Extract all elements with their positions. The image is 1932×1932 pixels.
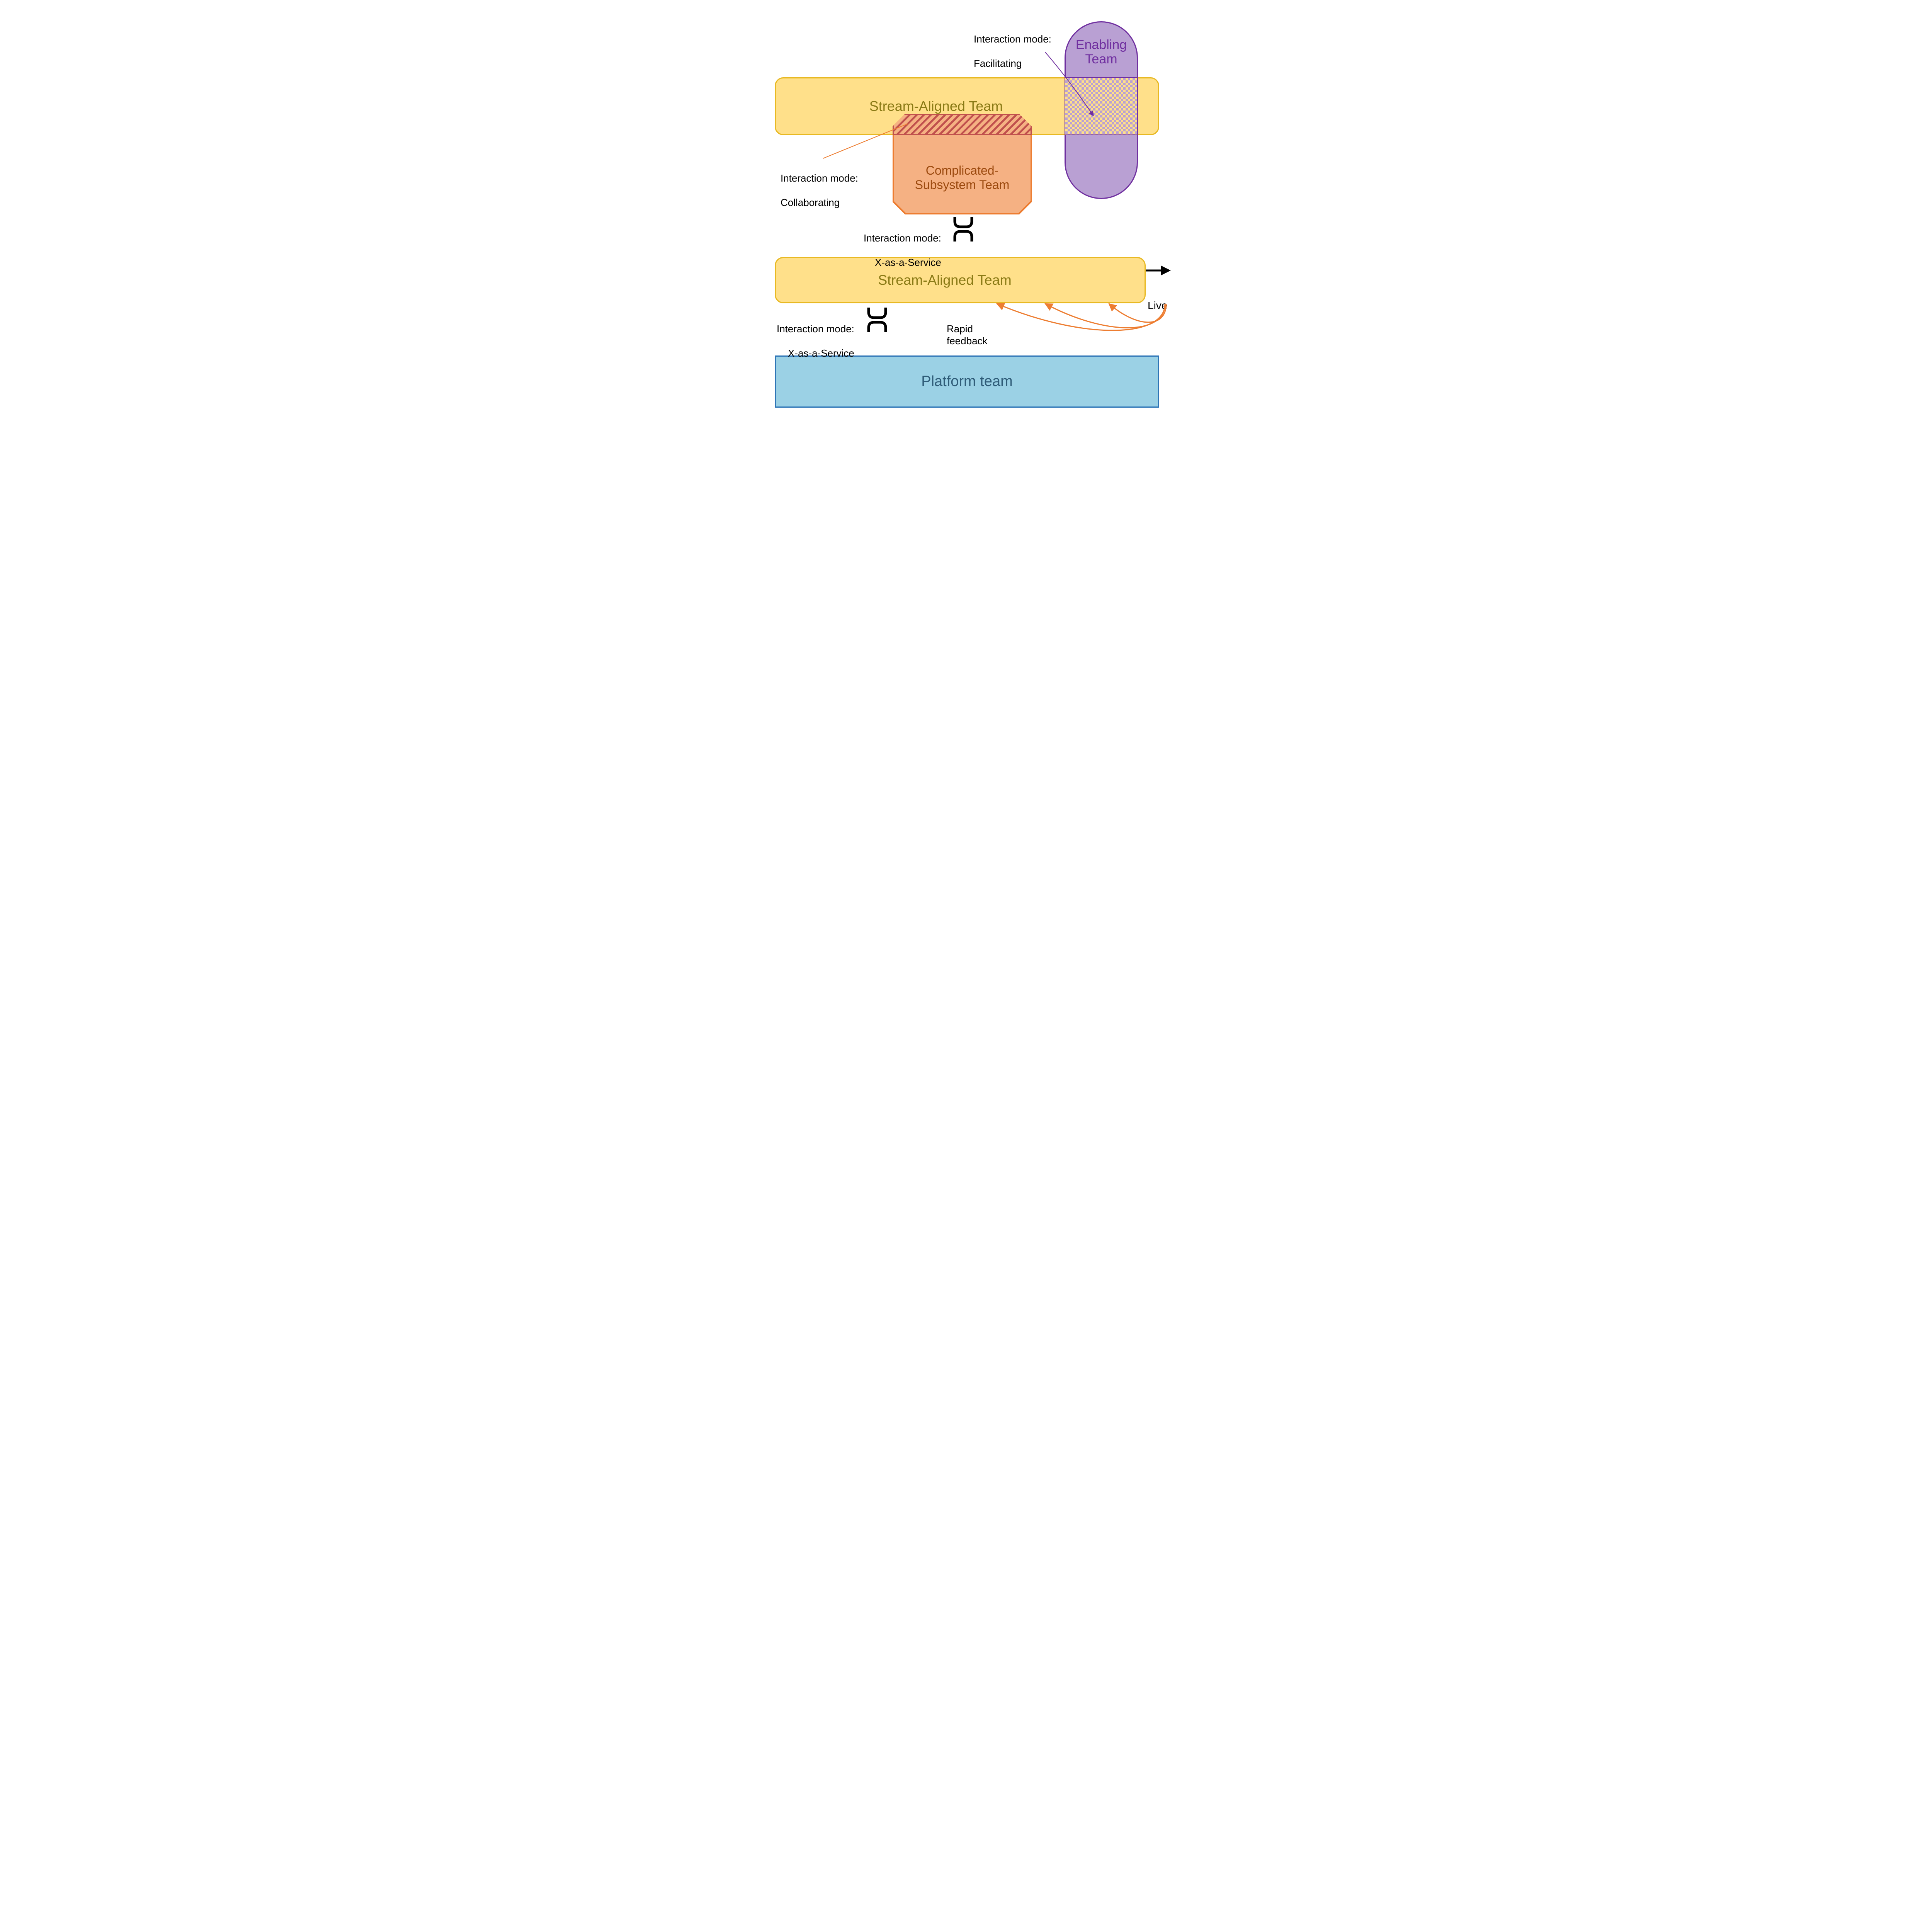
collaborating-annotation: Interaction mode: Collaborating	[781, 160, 858, 209]
collaborating-annotation-line1: Interaction mode:	[781, 172, 858, 184]
collaborating-overlap	[893, 114, 1032, 135]
complicated-subsystem-team-label: Complicated- Subsystem Team	[915, 163, 1010, 192]
platform-team: Platform team	[775, 355, 1159, 408]
collaborating-annotation-line2: Collaborating	[781, 197, 840, 208]
xaas-upper-annotation: Interaction mode: X-as-a-Service	[864, 220, 941, 269]
facilitating-overlap	[1065, 77, 1138, 135]
xaas-lower-annotation: Interaction mode: X-as-a-Service	[777, 311, 854, 359]
stream-aligned-team-lower-label: Stream-Aligned Team	[878, 272, 1012, 288]
stream-aligned-team-lower: Stream-Aligned Team	[775, 257, 1146, 303]
team-topologies-diagram: Stream-Aligned Team Complicated- Subsyst…	[757, 0, 1175, 419]
xaas-upper-annotation-line1: Interaction mode:	[864, 232, 941, 244]
xaas-lower-annotation-line1: Interaction mode:	[777, 323, 854, 335]
enabling-team-label: Enabling Team	[1076, 38, 1127, 67]
facilitating-annotation: Interaction mode: Facilitating	[974, 21, 1051, 70]
rapid-feedback-annotation: Rapid feedback	[947, 311, 988, 347]
xaas-lower-annotation-line2: X-as-a-Service	[788, 347, 854, 359]
live-annotation: Live	[1148, 286, 1167, 312]
stream-aligned-team-upper-label: Stream-Aligned Team	[869, 98, 1003, 114]
rapid-feedback-label: Rapid feedback	[947, 323, 988, 347]
facilitating-annotation-line1: Interaction mode:	[974, 33, 1051, 45]
facilitating-annotation-line2: Facilitating	[974, 58, 1022, 69]
live-label: Live	[1148, 299, 1167, 311]
xaas-upper-annotation-line2: X-as-a-Service	[875, 257, 941, 268]
platform-team-label: Platform team	[921, 373, 1013, 390]
